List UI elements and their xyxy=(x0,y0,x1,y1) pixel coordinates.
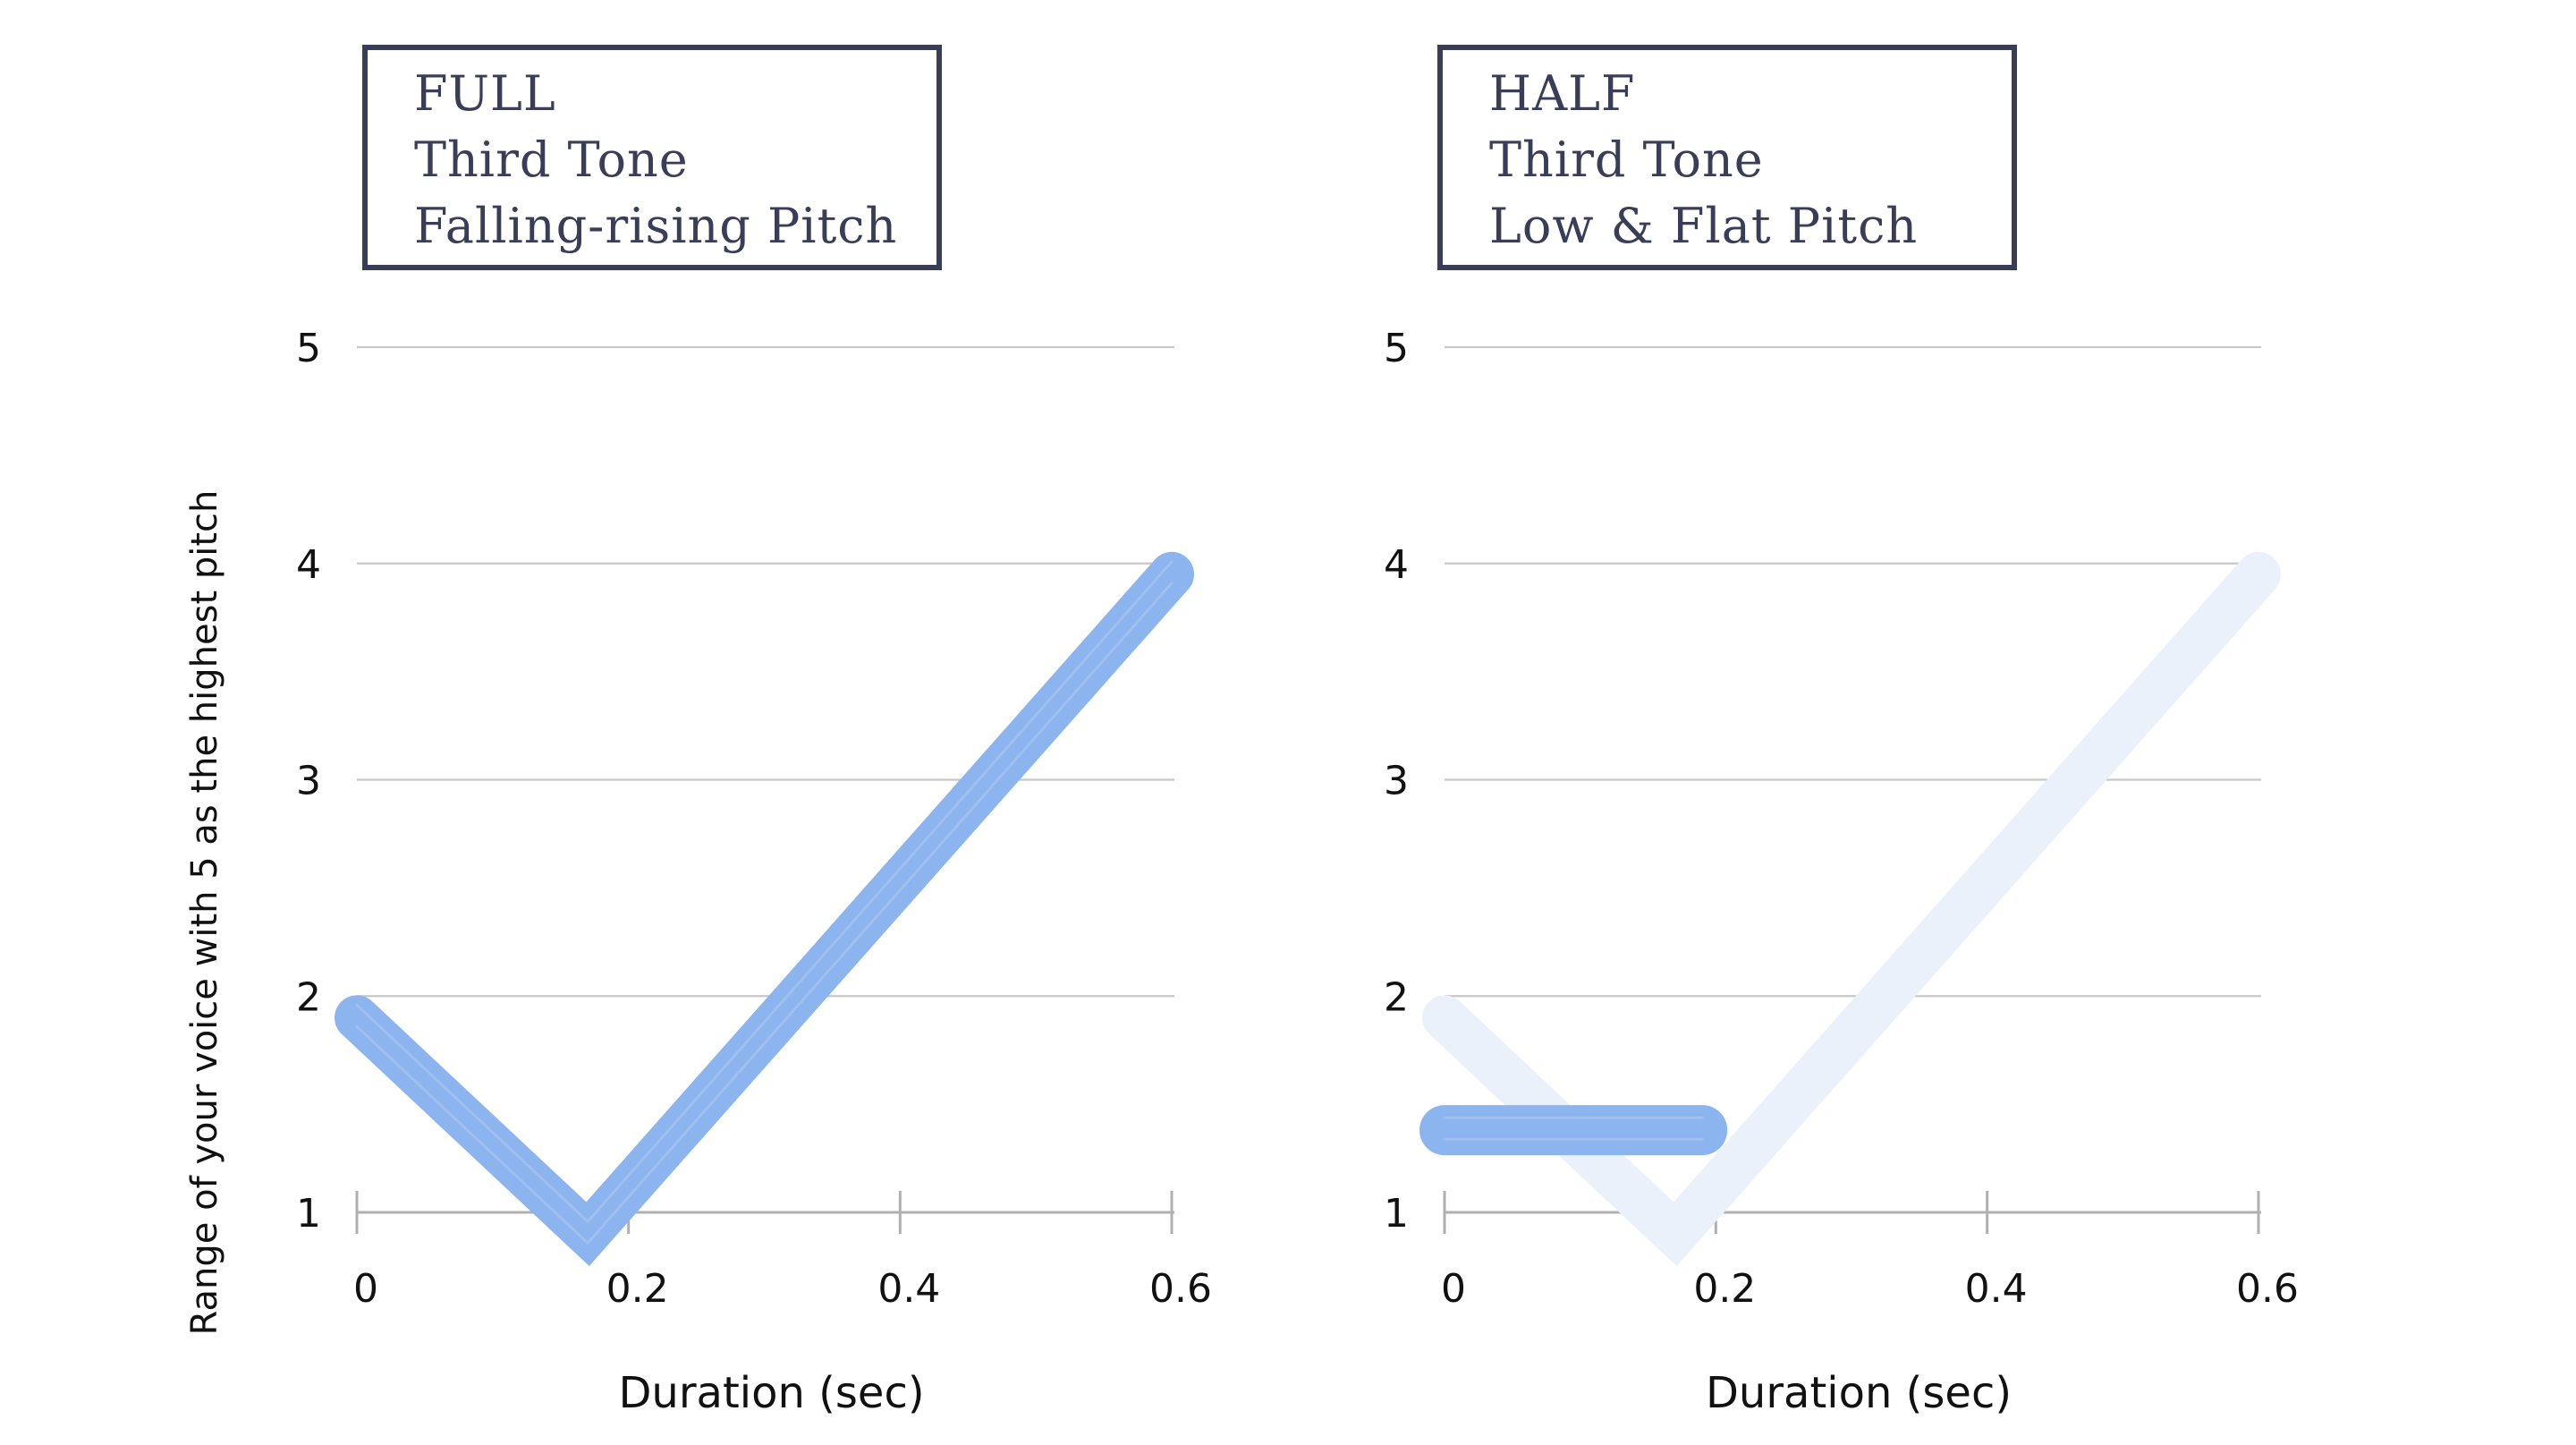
y-tick-label: 5 xyxy=(1384,326,1409,371)
x-axis-label: Duration (sec) xyxy=(1706,1368,2012,1418)
y-tick-label: 1 xyxy=(296,1191,321,1237)
right-title-line-3: Low & Flat Pitch xyxy=(1489,198,1919,254)
tone-line-texture xyxy=(355,560,1174,1224)
y-tick-label: 2 xyxy=(296,974,321,1020)
left-title-box: FULL Third Tone Falling-rising Pitch xyxy=(362,45,942,270)
y-tick-label: 3 xyxy=(296,759,321,804)
tone-line xyxy=(335,551,1194,1267)
x-tick-label: 0.6 xyxy=(1149,1266,1212,1312)
x-tick-label: 0.4 xyxy=(877,1266,940,1312)
right-title-line-1: HALF xyxy=(1489,65,1636,122)
right-title-line-2: Third Tone xyxy=(1489,132,1764,188)
left-title-line-2: Third Tone xyxy=(414,132,689,188)
tone-line-texture xyxy=(355,582,1174,1245)
y-tick-label: 4 xyxy=(296,542,321,588)
left-title-line-1: FULL xyxy=(414,65,556,122)
y-tick-label: 4 xyxy=(1384,542,1409,588)
x-tick-label: 0.6 xyxy=(2236,1266,2299,1312)
y-axis-label: Range of your voice with 5 as the highes… xyxy=(184,490,225,1336)
y-tick-label: 2 xyxy=(1384,974,1409,1020)
panel-right: 1 2 3 4 5 0 0.2 0.4 0.6 Duration (sec) xyxy=(1384,326,2299,1418)
y-tick-label: 5 xyxy=(296,326,321,371)
x-tick-label: 0 xyxy=(353,1266,378,1312)
left-title-line-3: Falling-rising Pitch xyxy=(414,198,898,254)
y-tick-label: 1 xyxy=(1384,1191,1409,1237)
x-tick-label: 0.4 xyxy=(1965,1266,2028,1312)
x-tick-label: 0.2 xyxy=(606,1266,669,1312)
right-title-box: HALF Third Tone Low & Flat Pitch xyxy=(1437,45,2017,270)
panel-left: 1 2 3 4 5 0 0.2 0.4 0.6 Duration (sec) xyxy=(296,326,1212,1418)
x-tick-label: 0.2 xyxy=(1693,1266,1756,1312)
x-tick-label: 0 xyxy=(1441,1266,1466,1312)
x-axis-label: Duration (sec) xyxy=(618,1368,924,1418)
ghost-tone-line xyxy=(1422,551,2281,1267)
y-tick-label: 3 xyxy=(1384,759,1409,804)
